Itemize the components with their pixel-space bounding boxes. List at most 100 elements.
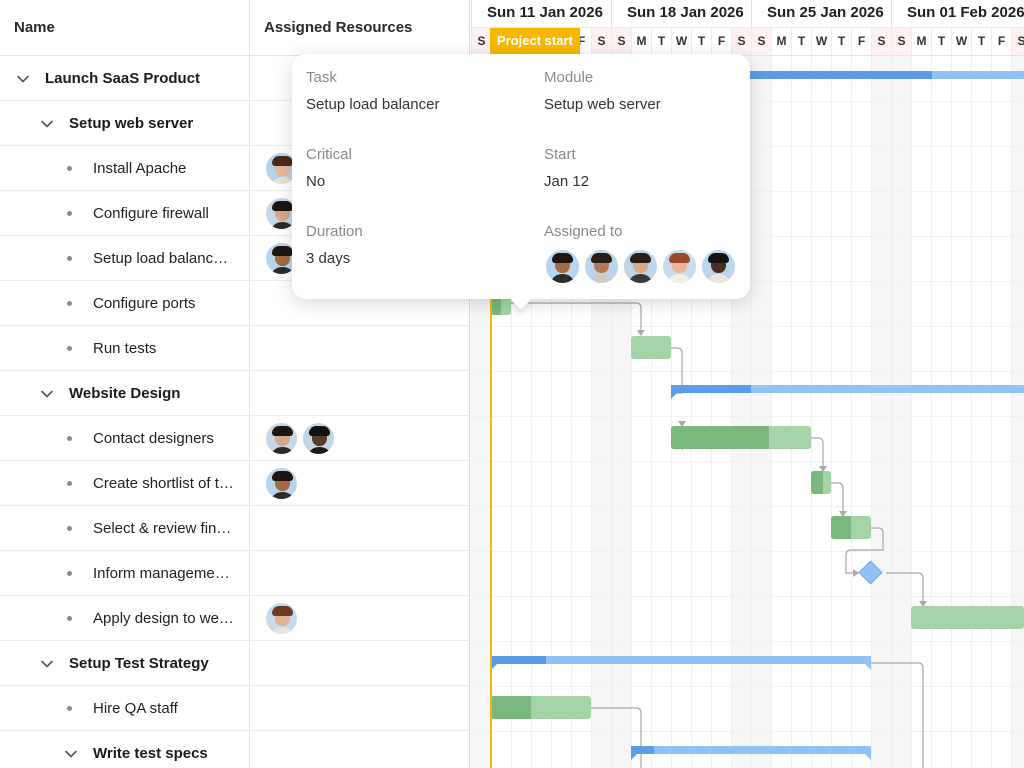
task-name: Setup web server (69, 115, 194, 132)
weekend-column (871, 56, 891, 768)
tooltip-critical-label: Critical (306, 146, 352, 163)
day-header: S (891, 28, 911, 55)
day-column (971, 56, 991, 768)
avatar[interactable] (661, 248, 698, 285)
avatar[interactable] (264, 421, 299, 456)
bullet-icon (67, 301, 72, 306)
chevron-down-icon[interactable] (38, 115, 56, 133)
avatar[interactable] (264, 601, 299, 636)
chevron-down-icon[interactable] (14, 70, 32, 88)
task-row[interactable]: Configure ports (0, 281, 470, 326)
row-gridline (471, 551, 1024, 552)
day-column (791, 56, 811, 768)
bullet-icon (67, 346, 72, 351)
day-column (671, 56, 691, 768)
task-row[interactable]: Contact designers (0, 416, 470, 461)
day-header: S (1011, 28, 1024, 55)
day-column (811, 56, 831, 768)
day-header: M (911, 28, 931, 55)
task-bar-run-tests[interactable] (631, 336, 671, 359)
task-row[interactable]: Create shortlist of t… (0, 461, 470, 506)
summary-bar-setup-test-strategy[interactable] (491, 656, 871, 670)
day-header: S (471, 28, 491, 55)
day-header: W (951, 28, 971, 55)
task-row[interactable]: Setup Test Strategy (0, 641, 470, 686)
name-column-header[interactable]: Name (14, 19, 55, 36)
resources-column-header[interactable]: Assigned Resources (264, 19, 413, 36)
chevron-down-icon[interactable] (62, 745, 80, 763)
grid-header: Name Assigned Resources (0, 0, 470, 56)
avatar[interactable] (622, 248, 659, 285)
row-gridline (471, 506, 1024, 507)
tooltip-duration-value: 3 days (306, 250, 351, 267)
day-header: F (991, 28, 1011, 55)
task-bar-hire-qa-staff[interactable] (491, 696, 591, 719)
task-row[interactable]: Website Design (0, 371, 470, 416)
project-start-line (490, 28, 492, 768)
chevron-down-icon[interactable] (38, 385, 56, 403)
tooltip-module-label: Module (544, 69, 594, 86)
task-bar-select-review[interactable] (831, 516, 871, 539)
avatar[interactable] (301, 421, 336, 456)
task-row[interactable]: Select & review fin… (0, 506, 470, 551)
day-header: M (631, 28, 651, 55)
task-bar-apply-design[interactable] (911, 606, 1024, 629)
tooltip-task-value: Setup load balancer (306, 96, 440, 113)
day-column (571, 56, 591, 768)
day-header: T (691, 28, 711, 55)
bullet-icon (67, 706, 72, 711)
task-row[interactable]: Apply design to we… (0, 596, 470, 641)
task-row[interactable]: Launch SaaS Product (0, 56, 470, 101)
day-column (951, 56, 971, 768)
task-row[interactable]: Inform manageme… (0, 551, 470, 596)
task-name: Create shortlist of t… (93, 475, 234, 492)
week-header: Sun 18 Jan 2026 (611, 0, 751, 28)
bullet-icon (67, 211, 72, 216)
day-column (631, 56, 651, 768)
day-header: W (811, 28, 831, 55)
day-header: T (651, 28, 671, 55)
week-header: Sun 11 Jan 2026 (471, 0, 611, 28)
tooltip-module-value: Setup web server (544, 96, 661, 113)
task-row[interactable]: Run tests (0, 326, 470, 371)
tooltip-duration-label: Duration (306, 223, 363, 240)
day-column (771, 56, 791, 768)
task-row[interactable]: Hire QA staff (0, 686, 470, 731)
column-divider[interactable] (249, 0, 250, 768)
day-column (691, 56, 711, 768)
bullet-icon (67, 256, 72, 261)
task-bar-create-shortlist[interactable] (811, 471, 831, 494)
row-gridline (471, 686, 1024, 687)
task-bar-contact-designers[interactable] (671, 426, 811, 449)
summary-bar-write-test-specs[interactable] (631, 746, 871, 760)
day-header: T (931, 28, 951, 55)
day-header: S (871, 28, 891, 55)
project-start-tag: Project start (490, 28, 580, 54)
task-name: Run tests (93, 340, 157, 357)
day-column (551, 56, 571, 768)
weekend-column (1011, 56, 1024, 768)
avatar[interactable] (264, 466, 299, 501)
summary-bar-website-design[interactable] (671, 385, 1024, 399)
row-gridline (471, 416, 1024, 417)
task-name: Launch SaaS Product (45, 70, 201, 87)
day-header: S (591, 28, 611, 55)
day-column (991, 56, 1011, 768)
task-name: Install Apache (93, 160, 187, 177)
tooltip-assigned-label: Assigned to (544, 223, 623, 240)
day-header: F (851, 28, 871, 55)
task-row[interactable]: Write test specs (0, 731, 470, 768)
chevron-down-icon[interactable] (38, 655, 56, 673)
avatar[interactable] (583, 248, 620, 285)
bullet-icon (67, 436, 72, 441)
row-gridline (471, 326, 1024, 327)
avatar[interactable] (544, 248, 581, 285)
task-name: Apply design to we… (93, 610, 234, 627)
weekend-column (891, 56, 911, 768)
bullet-icon (67, 616, 72, 621)
day-header: S (751, 28, 771, 55)
row-gridline (471, 596, 1024, 597)
task-row[interactable]: Setup web server (0, 101, 470, 146)
avatar[interactable] (700, 248, 737, 285)
day-column (851, 56, 871, 768)
